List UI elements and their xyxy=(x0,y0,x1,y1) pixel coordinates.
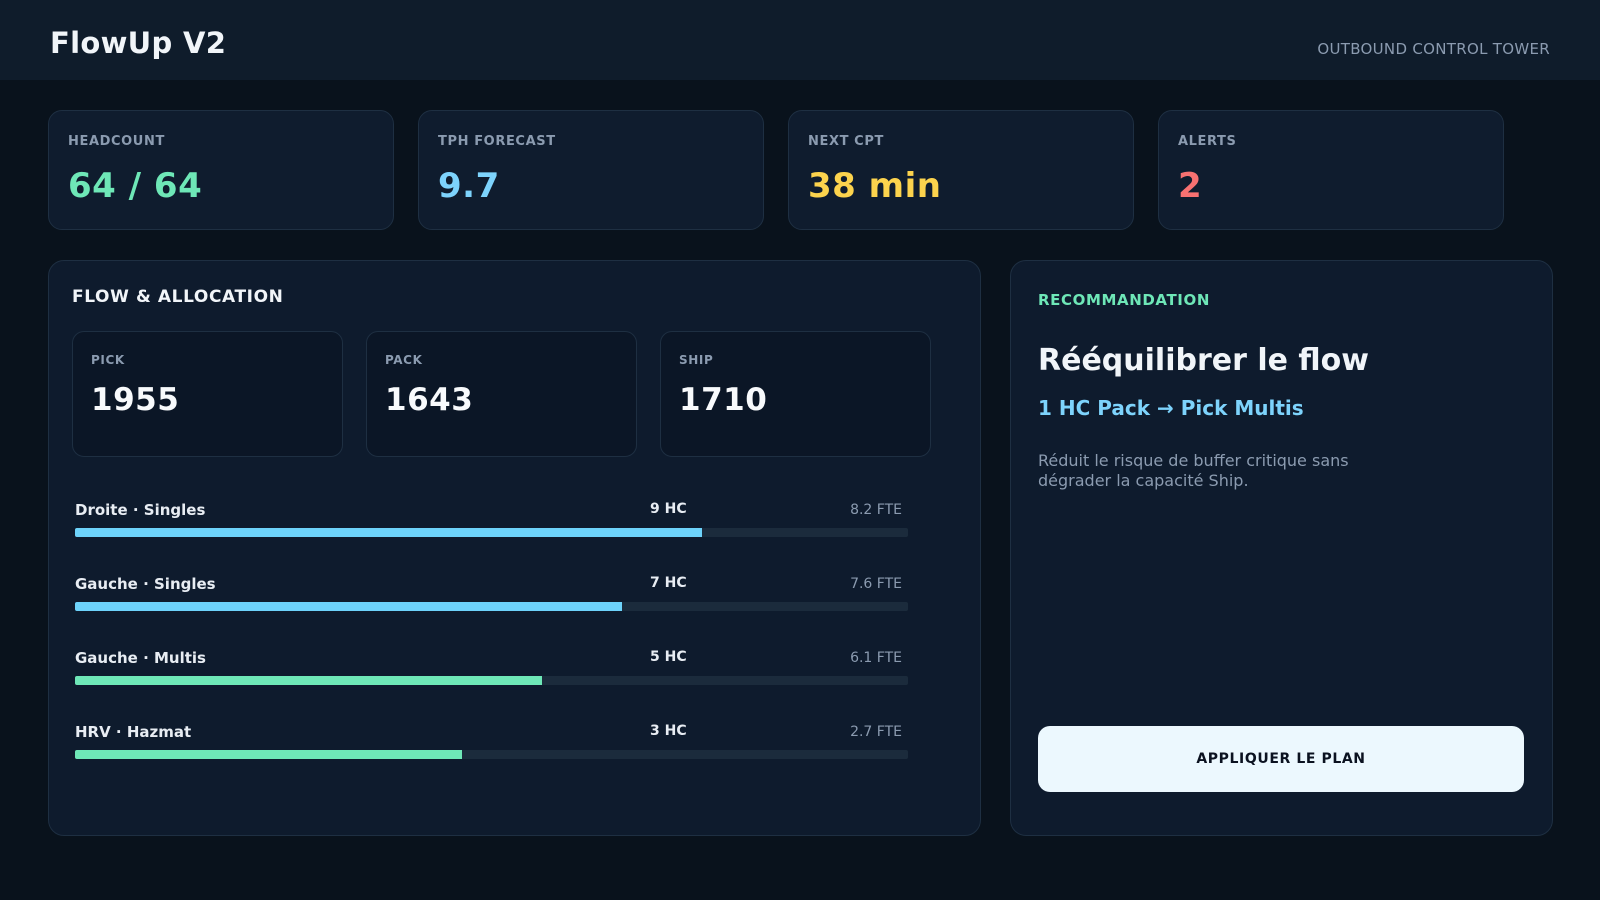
kpi-value: 9.7 xyxy=(438,166,500,206)
stage-label: PACK xyxy=(385,353,423,367)
kpi-label: HEADCOUNT xyxy=(68,134,165,149)
lane-progress-fill xyxy=(75,750,462,759)
lane-row-gauche-multis: Gauche · Multis 5 HC 6.1 FTE xyxy=(75,649,908,699)
kpi-label: TPH FORECAST xyxy=(438,134,556,149)
kpi-card-next-cpt: NEXT CPT 38 min xyxy=(788,110,1134,230)
stage-card-pick: PICK 1955 xyxy=(72,331,343,457)
kpi-card-tph-forecast: TPH FORECAST 9.7 xyxy=(418,110,764,230)
lane-fte: 2.7 FTE xyxy=(850,724,902,740)
kpi-value: 2 xyxy=(1178,166,1203,206)
lane-headcount: 3 HC xyxy=(650,723,687,739)
lane-name: Droite · Singles xyxy=(75,501,206,519)
top-bar: FlowUp V2 OUTBOUND CONTROL TOWER xyxy=(0,0,1600,80)
kpi-card-alerts: ALERTS 2 xyxy=(1158,110,1504,230)
kpi-label: ALERTS xyxy=(1178,134,1237,149)
kpi-value: 64 / 64 xyxy=(68,166,203,206)
kpi-value: 38 min xyxy=(808,166,942,206)
lane-row-gauche-singles: Gauche · Singles 7 HC 7.6 FTE xyxy=(75,575,908,625)
lane-headcount: 9 HC xyxy=(650,501,687,517)
lane-name: Gauche · Multis xyxy=(75,649,206,667)
app-subtitle: OUTBOUND CONTROL TOWER xyxy=(1317,40,1550,58)
flow-allocation-panel: FLOW & ALLOCATION PICK 1955 PACK 1643 SH… xyxy=(48,260,981,836)
recommendation-action: 1 HC Pack → Pick Multis xyxy=(1038,396,1304,420)
lane-progress-track xyxy=(75,528,908,537)
recommendation-title: Rééquilibrer le flow xyxy=(1038,343,1369,378)
lane-fte: 6.1 FTE xyxy=(850,650,902,666)
lane-progress-track xyxy=(75,750,908,759)
panel-title: FLOW & ALLOCATION xyxy=(72,287,284,307)
lane-row-hrv-hazmat: HRV · Hazmat 3 HC 2.7 FTE xyxy=(75,723,908,773)
lane-headcount: 5 HC xyxy=(650,649,687,665)
kpi-label: NEXT CPT xyxy=(808,134,884,149)
stage-card-pack: PACK 1643 xyxy=(366,331,637,457)
stage-value: 1643 xyxy=(385,382,474,418)
lane-fte: 7.6 FTE xyxy=(850,576,902,592)
apply-plan-button[interactable]: APPLIQUER LE PLAN xyxy=(1038,726,1524,792)
lane-progress-fill xyxy=(75,602,623,611)
lane-fte: 8.2 FTE xyxy=(850,502,902,518)
stage-value: 1955 xyxy=(91,382,180,418)
lane-progress-track xyxy=(75,676,908,685)
stage-label: PICK xyxy=(91,353,125,367)
lane-progress-track xyxy=(75,602,908,611)
kpi-card-headcount: HEADCOUNT 64 / 64 xyxy=(48,110,394,230)
stage-label: SHIP xyxy=(679,353,714,367)
recommendation-panel: RECOMMANDATION Rééquilibrer le flow 1 HC… xyxy=(1010,260,1553,836)
lane-name: Gauche · Singles xyxy=(75,575,216,593)
stage-card-ship: SHIP 1710 xyxy=(660,331,931,457)
lane-headcount: 7 HC xyxy=(650,575,687,591)
lane-progress-fill xyxy=(75,528,703,537)
lane-name: HRV · Hazmat xyxy=(75,723,192,741)
lane-progress-fill xyxy=(75,676,543,685)
stage-value: 1710 xyxy=(679,382,768,418)
recommendation-description: Réduit le risque de buffer critique sans… xyxy=(1038,451,1349,490)
lane-row-droite-singles: Droite · Singles 9 HC 8.2 FTE xyxy=(75,501,908,551)
recommendation-label: RECOMMANDATION xyxy=(1038,291,1210,309)
app-title: FlowUp V2 xyxy=(50,26,227,60)
